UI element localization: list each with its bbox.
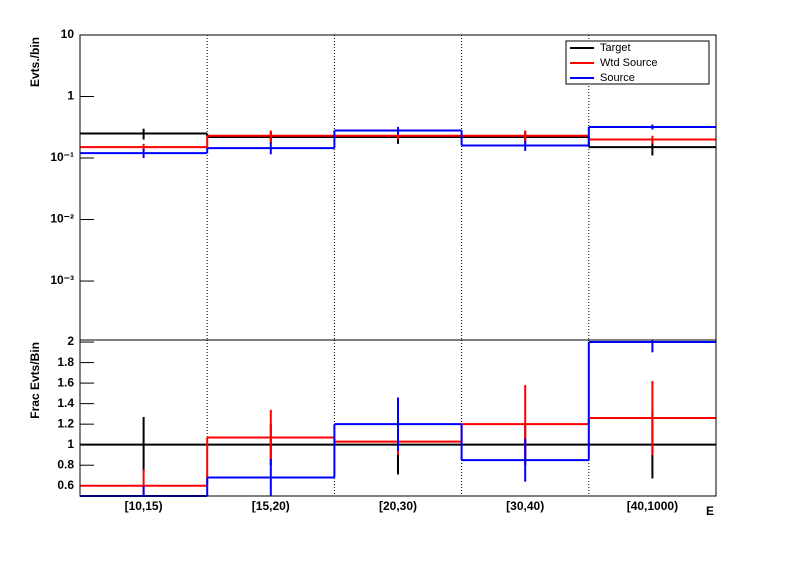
legend-label: Wtd Source (600, 57, 657, 69)
y-tick-label: 1.4 (57, 396, 74, 410)
x-tick-label: [15,20) (252, 499, 290, 513)
legend-label: Source (600, 72, 635, 84)
y-tick-label: 1.2 (57, 416, 74, 430)
x-tick-label: [20,30) (379, 499, 417, 513)
y-tick-label: 1.8 (57, 355, 74, 369)
y-axis-label: Frac Evts/Bin (28, 342, 42, 419)
y-tick-label: 0.6 (57, 478, 74, 492)
y-tick-label: 1.6 (57, 375, 74, 389)
x-axis-label: E (706, 504, 714, 518)
x-tick-label: [30,40) (506, 499, 544, 513)
y-tick-label: 10 (61, 27, 75, 41)
plot-frame (79, 339, 717, 497)
y-axis-label: Evts./bin (28, 37, 42, 87)
y-tick-label: 2 (67, 334, 74, 348)
y-tick-label: 1 (67, 437, 74, 451)
legend-label: Target (600, 42, 631, 54)
y-tick-label: 1 (67, 89, 74, 103)
legend: Target Wtd Source Source (565, 40, 710, 85)
x-tick-label: [40,1000) (627, 499, 678, 513)
y-tick-label: 10⁻³ (50, 273, 74, 287)
x-tick-label: [10,15) (125, 499, 163, 513)
y-tick-label: 10⁻² (50, 212, 74, 226)
y-tick-label: 10⁻¹ (50, 150, 74, 164)
y-tick-label: 0.8 (57, 457, 74, 471)
